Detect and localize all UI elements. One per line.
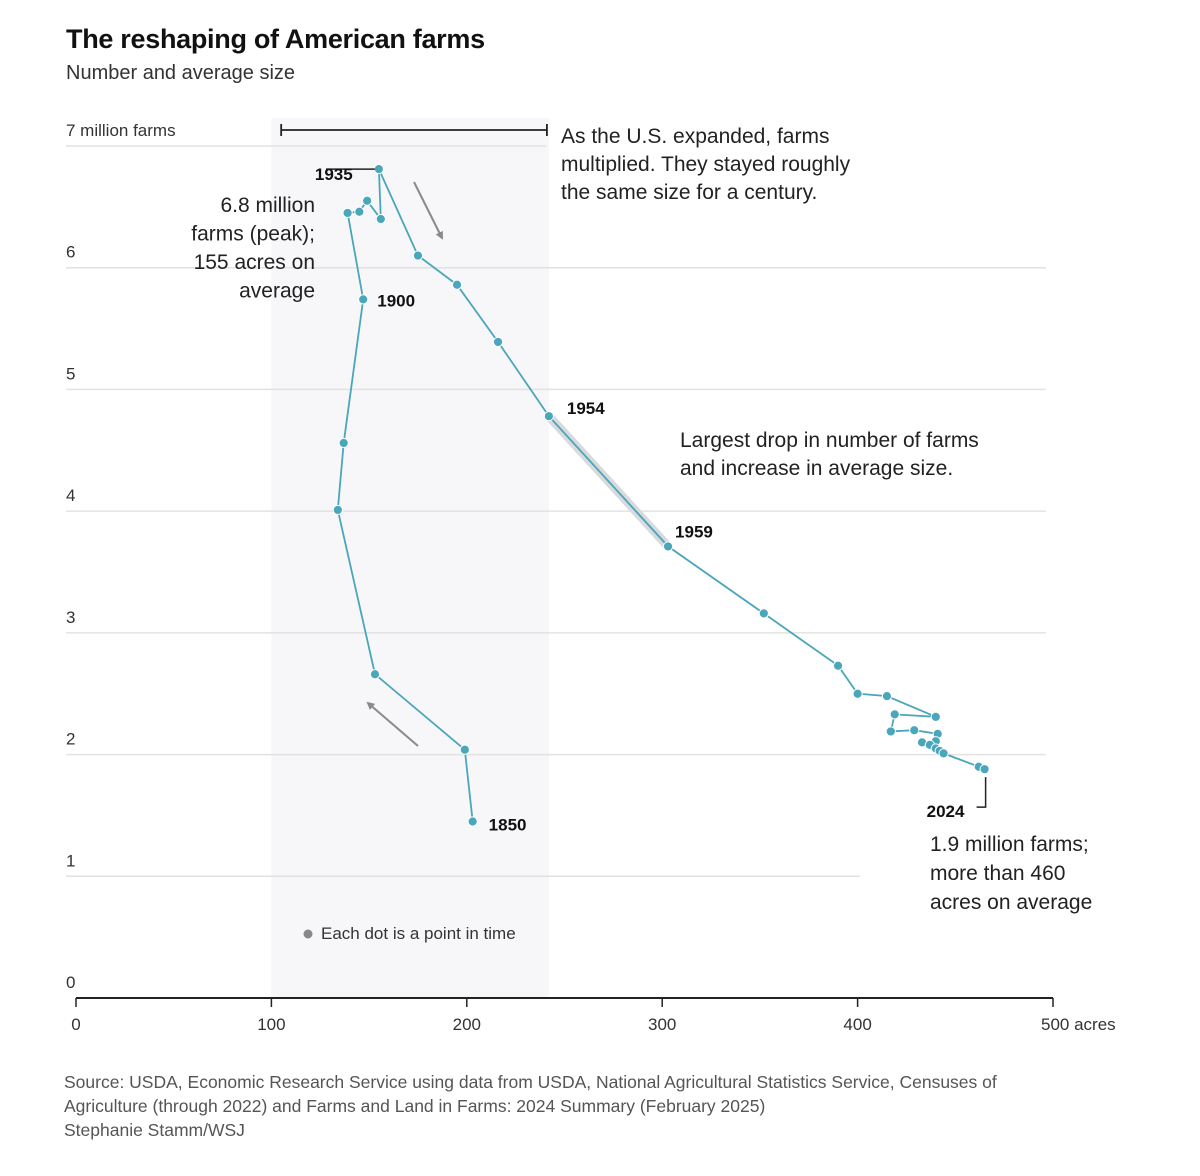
- gridlines: [66, 145, 1046, 878]
- year-label: 1850: [489, 816, 527, 835]
- page-subtitle: Number and average size: [66, 62, 296, 84]
- y-tick-label: 7 million farms: [66, 121, 176, 140]
- data-point: [459, 744, 470, 755]
- data-point: [373, 164, 384, 175]
- data-point: [889, 709, 900, 720]
- year-label: 1959: [675, 522, 713, 541]
- data-point: [852, 688, 863, 699]
- peak-annotation: 155 acres on: [194, 251, 315, 274]
- x-tick-label: 400: [843, 1015, 871, 1034]
- data-point: [543, 411, 554, 422]
- data-point: [358, 294, 369, 305]
- data-point: [354, 206, 365, 217]
- data-point: [909, 725, 920, 736]
- expansion-annotation: multiplied. They stayed roughly: [561, 153, 851, 176]
- x-tick-label: 300: [648, 1015, 676, 1034]
- source-line: Source: USDA, Economic Research Service …: [64, 1072, 997, 1092]
- largest-drop-annotation: Largest drop in number of farms: [680, 429, 979, 452]
- legend-dot: [303, 929, 313, 939]
- legend-text: Each dot is a point in time: [321, 924, 516, 943]
- y-tick-label: 5: [66, 364, 75, 383]
- annotations: As the U.S. expanded, farms multiplied. T…: [191, 125, 1092, 914]
- year-label: 2024: [927, 802, 965, 821]
- y-tick-label: 1: [66, 851, 75, 870]
- data-point: [832, 660, 844, 671]
- x-tick-label: 100: [257, 1015, 285, 1034]
- peak-annotation: average: [239, 280, 315, 303]
- byline: Stephanie Stamm/WSJ: [64, 1120, 245, 1140]
- largest-drop-annotation: and increase in average size.: [680, 457, 953, 480]
- peak-annotation: farms (peak);: [191, 223, 315, 246]
- downward-arrow-icon: [413, 181, 443, 240]
- data-point: [930, 711, 941, 722]
- expansion-annotation: As the U.S. expanded, farms: [561, 125, 829, 148]
- data-point: [938, 748, 949, 759]
- source-note: Source: USDA, Economic Research Service …: [64, 1070, 1144, 1142]
- y-tick-label: 6: [66, 243, 75, 262]
- shaded-band: [271, 118, 549, 998]
- data-point: [412, 250, 424, 261]
- upward-arrow-icon: [366, 701, 419, 747]
- year-label: 1900: [377, 291, 415, 310]
- data-point: [492, 336, 504, 348]
- y-tick-label: 2: [66, 730, 75, 749]
- data-point: [342, 207, 353, 219]
- page-title: The reshaping of American farms: [66, 24, 485, 54]
- data-point: [332, 504, 343, 516]
- year-label: 1954: [567, 399, 605, 418]
- x-tick-label: 500 acres: [1041, 1015, 1116, 1034]
- y-tick-label: 0: [66, 973, 75, 992]
- x-tick-label: 0: [71, 1015, 80, 1034]
- data-point: [979, 764, 990, 775]
- data-point: [375, 213, 386, 225]
- data-point: [758, 608, 769, 619]
- latest-annotation: acres on average: [930, 891, 1092, 914]
- x-tick-label: 200: [453, 1015, 481, 1034]
- source-line: Agriculture (through 2022) and Farms and…: [64, 1096, 766, 1116]
- data-point: [362, 195, 373, 206]
- y-axis-ticks: 0 1 2 3 4 5 6 7 million farms: [66, 121, 176, 992]
- data-point: [451, 279, 463, 290]
- latest-annotation: 1.9 million farms;: [930, 833, 1089, 856]
- data-point: [467, 816, 478, 827]
- data-point: [338, 437, 349, 449]
- y-tick-label: 4: [66, 486, 75, 505]
- year-label: 1935: [315, 165, 353, 184]
- data-points: [332, 164, 990, 827]
- data-point: [369, 669, 381, 680]
- peak-annotation: 6.8 million: [220, 194, 315, 217]
- point-labels: 1850 1900 1935 1954 1959 2024: [315, 165, 965, 834]
- latest-annotation: more than 460: [930, 862, 1065, 885]
- y-tick-label: 3: [66, 608, 75, 627]
- label-leader-2024: [976, 777, 987, 808]
- data-point: [662, 541, 674, 552]
- data-point: [881, 691, 893, 702]
- x-axis-ticks: 0 100 200 300 400 500 acres: [71, 998, 1116, 1034]
- data-point: [885, 726, 896, 737]
- expansion-annotation: the same size for a century.: [561, 181, 817, 204]
